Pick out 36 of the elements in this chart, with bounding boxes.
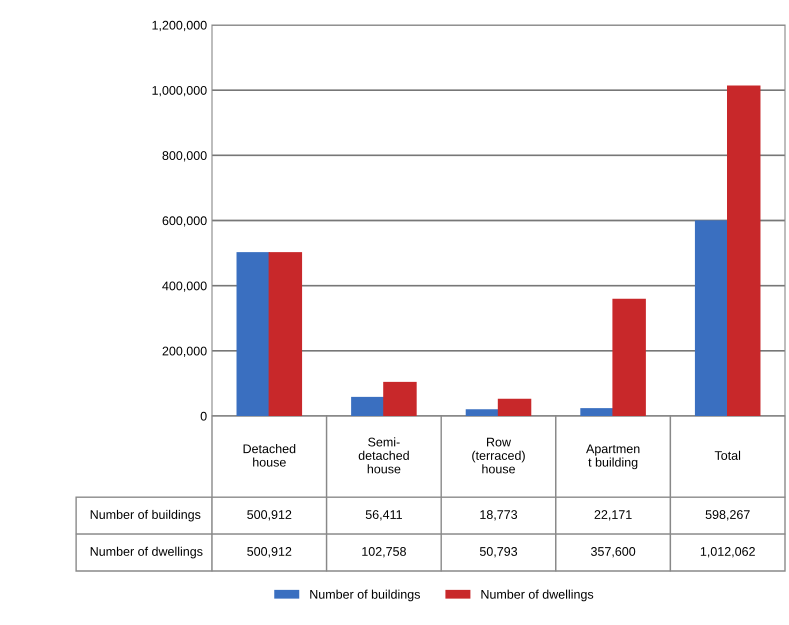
bar [236, 252, 270, 416]
text: Number of buildings [90, 510, 200, 522]
bar [351, 396, 385, 416]
x-tick-label: Apartmen t building [586, 444, 640, 470]
y-tick-label: 200,000 [162, 346, 207, 357]
data-label: 50,793 [480, 547, 518, 558]
y-tick-label: 400,000 [162, 281, 207, 292]
y-tick-label: 1,200,000 [152, 20, 207, 32]
x-tick-label: Total [714, 450, 740, 460]
legend-label: Number of buildings [310, 590, 420, 602]
data-label: 500,912 [247, 547, 292, 558]
legend-label: Number of dwellings [481, 590, 594, 602]
bar [498, 398, 532, 416]
bar [727, 86, 760, 416]
data-label: 500,912 [247, 510, 292, 520]
x-tick-label: Row (terraced) house [472, 438, 525, 474]
x-tick-label: Semi- detached house [358, 437, 409, 474]
data-label: 598,267 [706, 510, 750, 520]
y-tick-label: 0 [200, 412, 207, 421]
text: Number of dwellings [90, 546, 202, 558]
y-tick-label: 600,000 [162, 216, 207, 227]
data-label: 56,411 [366, 510, 402, 520]
y-tick-label: 1,000,000 [152, 86, 207, 96]
data-label: 1,012,062 [700, 547, 755, 558]
bar [580, 408, 614, 416]
data-label: 357,600 [590, 547, 636, 558]
bar [268, 252, 302, 416]
bar [466, 409, 500, 416]
bar [383, 382, 417, 416]
bar [612, 298, 646, 416]
x-tick-label: Detached house [244, 444, 296, 467]
bar [694, 220, 728, 416]
data-label: 102,758 [362, 547, 406, 558]
data-label: 22,171 [594, 510, 632, 520]
y-tick-label: 800,000 [162, 151, 207, 162]
data-label: 18,773 [480, 510, 518, 520]
